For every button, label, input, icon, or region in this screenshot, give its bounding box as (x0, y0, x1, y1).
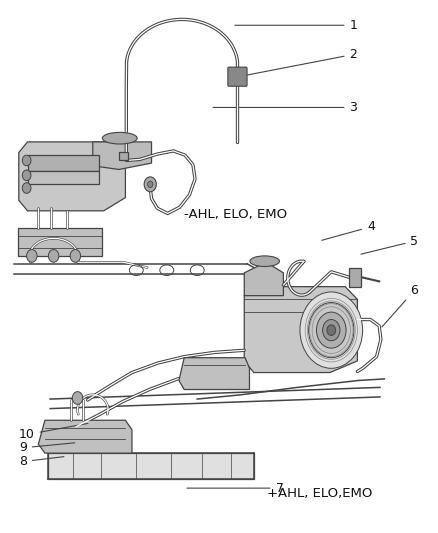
Text: 3: 3 (213, 101, 357, 114)
Circle shape (22, 170, 31, 181)
FancyBboxPatch shape (228, 67, 247, 86)
Circle shape (317, 312, 346, 348)
Text: 7: 7 (187, 482, 283, 495)
Polygon shape (349, 268, 361, 287)
Polygon shape (28, 155, 99, 171)
Circle shape (72, 392, 83, 405)
Circle shape (144, 177, 156, 192)
Ellipse shape (250, 256, 279, 266)
Polygon shape (39, 420, 132, 453)
Text: 5: 5 (361, 235, 418, 254)
Text: 8: 8 (19, 455, 64, 468)
Text: +AHL, ELO,EMO: +AHL, ELO,EMO (267, 487, 372, 500)
Circle shape (22, 155, 31, 166)
Polygon shape (18, 228, 102, 256)
Circle shape (48, 249, 59, 262)
Circle shape (322, 319, 340, 341)
Circle shape (27, 249, 37, 262)
Polygon shape (119, 152, 127, 160)
Polygon shape (179, 358, 250, 390)
Text: 6: 6 (382, 284, 418, 327)
Circle shape (148, 181, 153, 188)
Circle shape (70, 249, 81, 262)
Text: 4: 4 (322, 220, 375, 240)
Polygon shape (244, 287, 357, 373)
Polygon shape (48, 453, 254, 479)
Ellipse shape (102, 132, 137, 144)
Polygon shape (19, 142, 125, 211)
Text: 2: 2 (241, 48, 357, 76)
Polygon shape (93, 142, 152, 169)
Text: 10: 10 (19, 423, 88, 441)
Circle shape (327, 325, 336, 335)
Circle shape (300, 292, 363, 368)
Polygon shape (244, 262, 283, 296)
Text: -AHL, ELO, EMO: -AHL, ELO, EMO (184, 208, 287, 221)
Text: 1: 1 (235, 19, 357, 32)
Text: 9: 9 (19, 441, 75, 454)
Polygon shape (28, 171, 99, 184)
Circle shape (309, 303, 354, 358)
Circle shape (22, 183, 31, 193)
